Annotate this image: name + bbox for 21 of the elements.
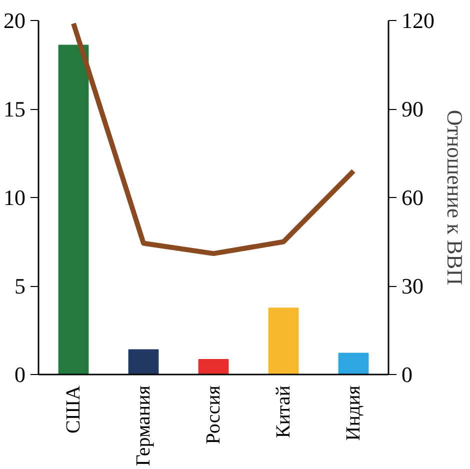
- x-tick-label: Германия: [132, 385, 154, 466]
- y-tick-label: 0: [14, 362, 26, 387]
- y-tick-label: 5: [14, 274, 26, 298]
- y2-tick-label: 60: [402, 185, 424, 210]
- bar: [128, 349, 159, 374]
- y2-tick-label: 30: [402, 274, 424, 298]
- x-tick-label: Китай: [272, 385, 294, 438]
- x-tick-label: Россия: [202, 386, 224, 444]
- y-tick-label: 10: [4, 185, 26, 210]
- y2-tick-label: 90: [402, 96, 424, 122]
- y-tick-label: 20: [4, 8, 26, 33]
- bar: [338, 352, 369, 374]
- y2-axis-title: Отношение к ВВП: [442, 110, 468, 286]
- bar: [198, 358, 229, 374]
- y2-tick-label: 120: [402, 8, 434, 33]
- bar: [268, 308, 299, 374]
- x-tick-label: США: [62, 384, 84, 434]
- bar: [58, 44, 89, 374]
- y2-tick-label: 0: [402, 362, 412, 387]
- x-tick-label: Индия: [342, 385, 364, 441]
- y-tick-label: 15: [4, 96, 26, 122]
